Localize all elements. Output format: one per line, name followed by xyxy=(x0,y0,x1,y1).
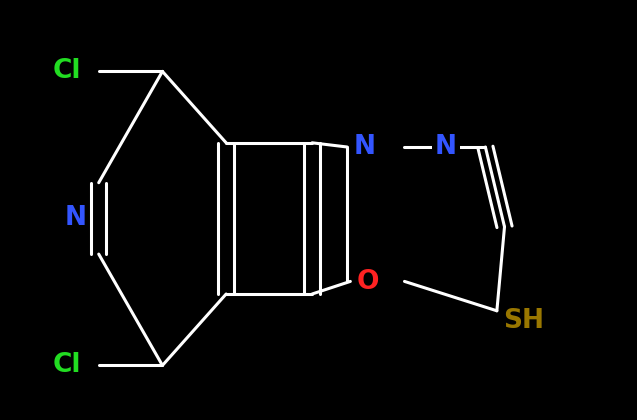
Text: Cl: Cl xyxy=(52,58,81,84)
Text: N: N xyxy=(354,134,375,160)
Text: O: O xyxy=(357,269,380,295)
Text: Cl: Cl xyxy=(52,352,81,378)
Text: N: N xyxy=(64,205,86,231)
Text: SH: SH xyxy=(503,308,544,334)
Text: N: N xyxy=(435,134,457,160)
